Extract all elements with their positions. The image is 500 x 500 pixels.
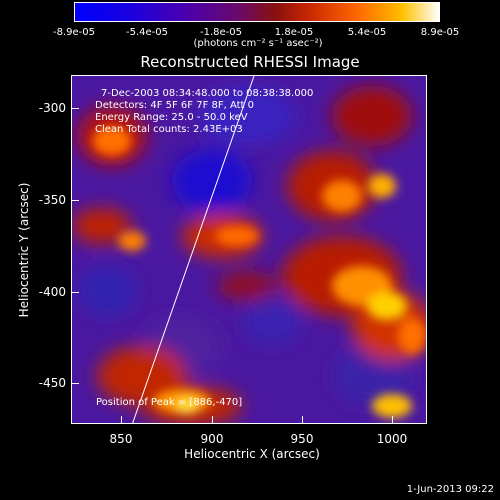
colorbar-tick: 1.8e-05 xyxy=(274,27,314,38)
peak-position: Position of Peak = [886,-470] xyxy=(96,397,243,408)
plot-title: Reconstructed RHESSI Image xyxy=(140,53,360,71)
x-tick-label: 850 xyxy=(109,432,133,446)
rhessi-image-map xyxy=(72,76,426,423)
y-tick-mark xyxy=(71,383,79,384)
solar-limb-line xyxy=(132,76,255,423)
colorbar-units: (photons cm⁻² s⁻¹ asec⁻²) xyxy=(193,38,323,49)
y-tick-label: -400 xyxy=(38,285,66,299)
y-tick-label: -350 xyxy=(38,193,66,207)
colorbar-tick: -8.9e-05 xyxy=(53,27,95,38)
y-tick-mark xyxy=(71,108,79,109)
y-tick-mark xyxy=(71,200,79,201)
x-tick-mark xyxy=(212,416,213,424)
colorbar-tick: -5.4e-05 xyxy=(126,27,168,38)
info-clean: Clean Total counts: 2.43E+03 xyxy=(95,124,243,135)
colorbar-tick: 5.4e-05 xyxy=(347,27,387,38)
x-tick-mark xyxy=(302,416,303,424)
colorbar xyxy=(74,2,440,22)
x-tick-mark xyxy=(121,416,122,424)
x-tick-label: 900 xyxy=(200,432,224,446)
colorbar-tick: -1.8e-05 xyxy=(200,27,242,38)
x-tick-label: 1000 xyxy=(376,432,408,446)
y-axis-label: Heliocentric Y (arcsec) xyxy=(17,182,31,318)
rhessi-image xyxy=(71,75,427,424)
y-tick-label: -300 xyxy=(38,101,66,115)
x-axis-label: Heliocentric X (arcsec) xyxy=(184,447,320,461)
footer-date: 1-Jun-2013 09:22 xyxy=(406,484,494,495)
info-energy: Energy Range: 25.0 - 50.0 keV xyxy=(95,112,248,123)
info-time: 7-Dec-2003 08:34:48.000 to 08:38:38.000 xyxy=(101,88,314,99)
info-detectors: Detectors: 4F 5F 6F 7F 8F, Att 0 xyxy=(95,100,255,111)
y-tick-label: -450 xyxy=(38,376,66,390)
x-tick-label: 950 xyxy=(290,432,314,446)
y-tick-mark xyxy=(71,292,79,293)
x-tick-mark xyxy=(392,416,393,424)
colorbar-tick: 8.9e-05 xyxy=(420,27,460,38)
